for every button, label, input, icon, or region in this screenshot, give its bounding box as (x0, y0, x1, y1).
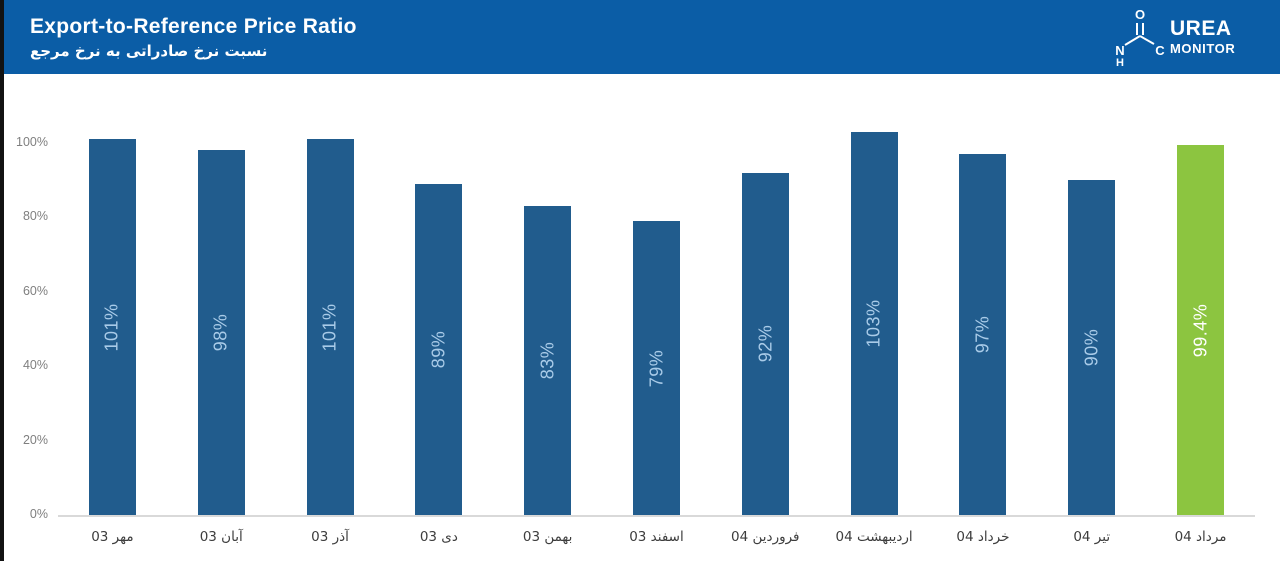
x-axis-label: آبان 03 (199, 529, 243, 545)
bar-0: 101% (88, 139, 136, 515)
x-axis-label: تیر 04 (1073, 529, 1111, 545)
y-tick: 20% (22, 432, 48, 447)
bar-column: 83% (493, 206, 602, 515)
y-tick: 100% (16, 135, 48, 149)
bar-10: 99.4% (1177, 145, 1225, 515)
bar-value-label: 101% (101, 303, 122, 352)
bar-9: 90% (1068, 180, 1116, 515)
bar-column: 103% (820, 131, 929, 515)
bar-value-label: 89% (428, 330, 449, 369)
y-tick: 80% (22, 209, 48, 224)
header-bar: Export-to-Reference Price Ratio نسبت نرخ… (0, 0, 1280, 74)
y-tick: 60% (22, 283, 48, 298)
bar-value-label: 79% (645, 349, 666, 387)
page-title: Export-to-Reference Price Ratio (30, 14, 357, 38)
bar-column: 101% (58, 139, 167, 515)
atom-c: C (1155, 43, 1165, 58)
bar-value-label: 83% (537, 341, 558, 380)
atom-n: N (1115, 43, 1124, 58)
page-subtitle-farsi: نسبت نرخ صادراتی به نرخ مرجع (30, 41, 268, 60)
bar-value-label: 101% (319, 303, 340, 352)
y-tick: 40% (22, 358, 48, 373)
bar-column: 79% (602, 221, 711, 515)
header-titles: Export-to-Reference Price Ratio نسبت نرخ… (30, 15, 357, 60)
bar-column: 98% (167, 150, 276, 515)
x-axis-label: دی 03 (419, 529, 458, 545)
left-border-strip (0, 0, 4, 561)
bar-2: 101% (306, 139, 354, 515)
bar-value-label: 92% (754, 325, 775, 363)
bar-value-label: 98% (210, 313, 231, 352)
x-axis-label: فروردین 04 (731, 529, 800, 545)
bar-7: 103% (850, 131, 898, 515)
urea-molecule-icon: O N H C UREA MONITOR (1115, 8, 1235, 66)
bar-column: 92% (711, 172, 820, 515)
brand-bottom-text: MONITOR (1170, 41, 1235, 56)
x-axis-label: اردیبهشت 04 (835, 529, 913, 545)
brand-top-text: UREA (1170, 17, 1232, 40)
x-axis-label: مهر 03 (91, 529, 134, 545)
bar-column: 99.4% (1146, 145, 1255, 515)
bar-value-label: 90% (1081, 328, 1102, 367)
x-axis-label: بهمن 03 (522, 529, 573, 545)
bar-column: 90% (1037, 180, 1146, 515)
x-axis-label: اسفند 03 (629, 529, 684, 545)
bar-1: 98% (197, 150, 245, 515)
bar-4: 83% (524, 206, 572, 515)
x-axis-label: خرداد 04 (956, 529, 1010, 545)
urea-monitor-logo: O N H C UREA MONITOR (1104, 8, 1254, 66)
x-axis-baseline (58, 515, 1255, 517)
x-axis-label: مرداد 04 (1174, 529, 1227, 545)
bar-3: 89% (415, 183, 463, 515)
bars-row: 101% 98% 101% 89% 83% 79% 92% 103% 97% 90% 99.4% (58, 74, 1255, 515)
bar-column: 101% (276, 139, 385, 515)
bar-value-label: 99.4% (1190, 303, 1211, 357)
atom-h: H (1116, 57, 1124, 66)
bar-column: 89% (384, 183, 493, 515)
x-axis-labels: مهر 03 آبان 03 آذر 03 دی 03 بهمن 03 اسفند 03 ف… (58, 529, 1255, 545)
x-axis-label: آذر 03 (311, 529, 349, 545)
bar-column: 97% (929, 154, 1038, 515)
bar-value-label: 103% (863, 299, 884, 348)
bar-6: 92% (741, 172, 789, 515)
atom-o: O (1135, 8, 1145, 22)
bar-8: 97% (959, 154, 1007, 515)
bar-value-label: 97% (972, 315, 993, 354)
bar-5: 79% (632, 221, 680, 515)
bar-chart: 0% 20% 40% 60% 80% 100% 101% 98% 101% 89% 83% 79% 9… (0, 74, 1280, 561)
y-tick: 0% (29, 507, 48, 521)
